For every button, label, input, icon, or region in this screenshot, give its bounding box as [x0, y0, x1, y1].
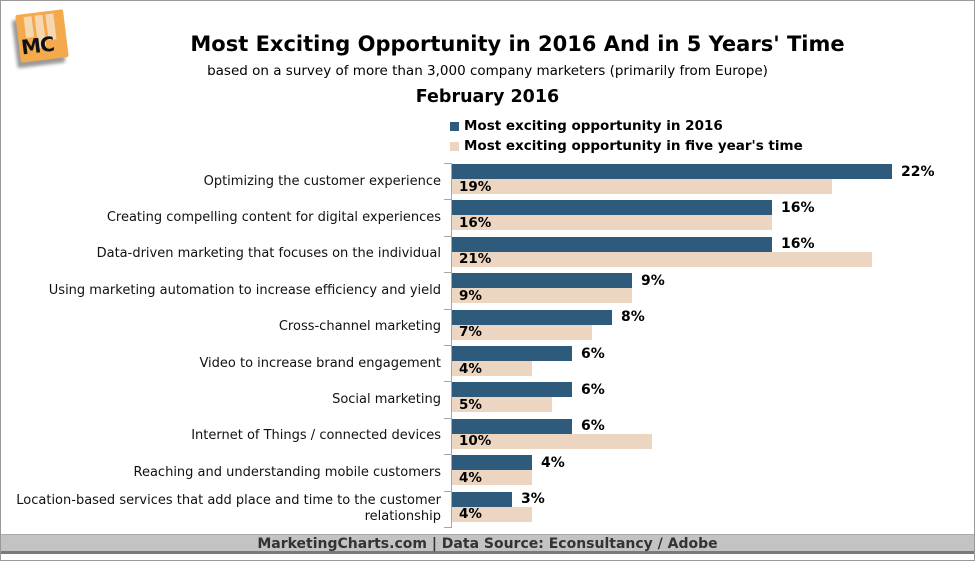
legend: Most exciting opportunity in 2016 Most ex…: [450, 116, 803, 156]
bar-2016: 16%: [452, 236, 815, 252]
source-attribution-bar: MarketingCharts.com | Data Source: Econs…: [1, 534, 974, 554]
axis-tick: [444, 454, 451, 456]
bar-five-years: 19%: [452, 178, 832, 195]
bar-five-years: 7%: [452, 324, 592, 341]
value-label-five-years: 4%: [459, 360, 482, 377]
legend-label: Most exciting opportunity in 2016: [464, 118, 723, 134]
bar-five-years: 21%: [452, 251, 872, 268]
value-label-five-years: 21%: [459, 251, 492, 268]
row-plot-area: 16% 16%: [451, 199, 971, 235]
bar-chart: Optimizing the customer experience 22% 19%…: [1, 163, 974, 528]
axis-tick: [444, 345, 451, 346]
bar-2016: 8%: [452, 309, 645, 325]
row-plot-area: 16% 21%: [451, 236, 971, 272]
bar-five-years: 5%: [452, 396, 552, 413]
page-title: Most Exciting Opportunity in 2016 And in…: [190, 32, 845, 56]
bar-five-years: 9%: [452, 287, 632, 304]
value-label-five-years: 9%: [459, 287, 482, 304]
value-label-2016: 6%: [581, 418, 605, 435]
value-label-2016: 4%: [541, 454, 565, 471]
bar-five-years: 16%: [452, 214, 772, 231]
row-plot-area: 6% 10%: [451, 418, 971, 454]
row-plot-area: 6% 4%: [451, 345, 971, 381]
row-plot-area: 4% 4%: [451, 454, 971, 490]
category-label: Creating compelling content for digital …: [106, 209, 441, 225]
bar-2016: 6%: [452, 382, 605, 398]
legend-item-five-years: Most exciting opportunity in five year's…: [450, 136, 803, 156]
bar-2016: 9%: [452, 273, 665, 289]
axis-tick: [444, 308, 451, 310]
legend-label: Most exciting opportunity in five year's…: [464, 138, 803, 154]
bar-2016: 4%: [452, 455, 565, 471]
bar-2016: 22%: [452, 164, 935, 180]
category-label: Data-driven marketing that focuses on th…: [96, 246, 441, 262]
value-label-2016: 16%: [781, 236, 815, 253]
category-label: Reaching and understanding mobile custom…: [133, 464, 441, 480]
chart-row: Internet of Things / connected devices 6%…: [1, 418, 974, 454]
bar-five-years: 4%: [452, 469, 532, 486]
category-label: Video to increase brand engagement: [199, 355, 441, 371]
axis-tick: [444, 235, 451, 237]
logo-square: MC: [15, 9, 69, 63]
chart-row: Optimizing the customer experience 22% 19%: [1, 163, 974, 199]
chart-row: Creating compelling content for digital …: [1, 199, 974, 235]
category-axis-line: [451, 163, 452, 528]
legend-swatch-icon: [450, 121, 459, 131]
value-label-five-years: 4%: [459, 469, 482, 486]
value-label-2016: 3%: [521, 491, 545, 508]
chart-subtitle: based on a survey of more than 3,000 com…: [207, 63, 768, 79]
bar-five-years: 10%: [452, 433, 652, 450]
value-label-five-years: 7%: [459, 324, 482, 341]
axis-tick: [444, 417, 451, 419]
chart-row: Using marketing automation to increase e…: [1, 272, 974, 308]
category-label: Cross-channel marketing: [278, 319, 441, 335]
bar-five-years: 4%: [452, 360, 532, 377]
bar-2016: 6%: [452, 346, 605, 362]
value-label-five-years: 19%: [459, 178, 492, 195]
category-label: Using marketing automation to increase e…: [48, 282, 441, 298]
axis-tick: [444, 527, 451, 528]
axis-tick: [444, 163, 451, 164]
category-label: Social marketing: [332, 391, 441, 407]
axis-tick: [444, 381, 451, 383]
value-label-2016: 16%: [781, 199, 815, 216]
value-label-2016: 6%: [581, 345, 605, 362]
value-label-2016: 9%: [641, 272, 665, 289]
chart-row: Data-driven marketing that focuses on th…: [1, 236, 974, 272]
row-plot-area: 8% 7%: [451, 309, 971, 345]
bar-five-years: 4%: [452, 506, 532, 523]
value-label-2016: 6%: [581, 381, 605, 398]
bar-2016: 6%: [452, 418, 605, 434]
row-plot-area: 3% 4%: [451, 491, 971, 527]
chart-date: February 2016: [415, 87, 560, 107]
category-label: Internet of Things / connected devices: [191, 428, 441, 444]
chart-row: Video to increase brand engagement 6% 4%: [1, 345, 974, 381]
legend-item-2016: Most exciting opportunity in 2016: [450, 116, 803, 136]
chart-row: Social marketing 6% 5%: [1, 381, 974, 417]
axis-tick: [444, 490, 451, 492]
row-plot-area: 9% 9%: [451, 272, 971, 308]
category-label: Location-based services that add place a…: [16, 493, 441, 524]
value-label-2016: 22%: [901, 163, 935, 180]
row-plot-area: 22% 19%: [451, 163, 971, 199]
chart-row: Location-based services that add place a…: [1, 491, 974, 527]
row-plot-area: 6% 5%: [451, 381, 971, 417]
logo-text: MC: [19, 31, 56, 60]
axis-tick: [444, 199, 451, 201]
chart-row: Reaching and understanding mobile custom…: [1, 454, 974, 490]
bar-2016: 3%: [452, 491, 545, 507]
category-label: Optimizing the customer experience: [203, 173, 441, 189]
value-label-five-years: 10%: [459, 433, 492, 450]
chart-row: Cross-channel marketing 8% 7%: [1, 309, 974, 345]
axis-tick: [444, 272, 451, 274]
bar-2016: 16%: [452, 200, 815, 216]
value-label-five-years: 16%: [459, 214, 492, 231]
value-label-five-years: 4%: [459, 506, 482, 523]
value-label-five-years: 5%: [459, 396, 482, 413]
marketingcharts-logo: MC: [12, 6, 74, 68]
legend-swatch-icon: [450, 141, 459, 151]
value-label-2016: 8%: [621, 309, 645, 326]
